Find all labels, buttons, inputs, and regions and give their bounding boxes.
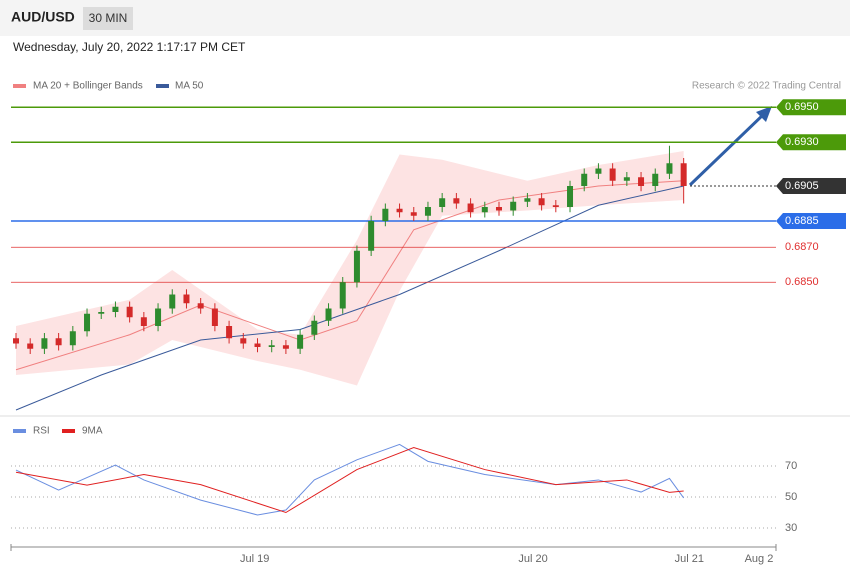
level-label: 0.6930 xyxy=(785,136,819,148)
candle-body xyxy=(595,168,602,174)
level-tag xyxy=(776,178,846,194)
legend-label: MA 20 + Bollinger Bands xyxy=(33,81,143,92)
candle-body xyxy=(126,306,133,318)
candle-body xyxy=(268,345,275,347)
candle-body xyxy=(609,168,616,181)
candle-body xyxy=(140,317,147,326)
x-tick-label: Jul 21 xyxy=(675,553,704,565)
legend-label: RSI xyxy=(33,426,50,437)
candle-body xyxy=(680,163,687,186)
candle-body xyxy=(481,207,488,213)
candle-body xyxy=(183,294,190,304)
rsi-line xyxy=(15,447,684,514)
candle-body xyxy=(382,208,389,221)
candle-body xyxy=(169,294,176,309)
candle-body xyxy=(98,312,105,314)
timestamp: Wednesday, July 20, 2022 1:17:17 PM CET xyxy=(13,40,246,54)
level-label: 0.6950 xyxy=(785,101,819,113)
y-tick-label: 70 xyxy=(785,460,797,472)
candle-body xyxy=(55,338,62,346)
legend-label: MA 50 xyxy=(175,81,204,92)
arrow-head xyxy=(756,106,772,122)
candle-body xyxy=(410,212,417,216)
candle-body xyxy=(197,303,204,309)
legend-swatch xyxy=(62,429,75,433)
candle-body xyxy=(282,345,289,349)
candle-body xyxy=(240,338,247,344)
ma20-line xyxy=(15,180,684,371)
x-tick-label: Jul 20 xyxy=(518,553,547,565)
candle-body xyxy=(254,343,261,347)
rsi-line xyxy=(15,443,685,516)
x-tick-label: Aug 2 xyxy=(745,553,774,565)
candle-body xyxy=(226,326,233,339)
ma50-line xyxy=(15,185,684,411)
candle-body xyxy=(538,198,545,206)
candle-body xyxy=(339,282,346,309)
candle-body xyxy=(623,177,630,181)
y-tick-label: 50 xyxy=(785,491,797,503)
candle-body xyxy=(353,250,360,283)
candle-body xyxy=(112,306,119,312)
y-tick-label: 30 xyxy=(785,522,797,534)
candle-body xyxy=(311,320,318,335)
candle-body xyxy=(510,201,517,211)
timeframe: 30 MIN xyxy=(89,11,128,25)
level-label: 0.6870 xyxy=(785,241,819,253)
level-label: 0.6885 xyxy=(785,215,819,227)
candle-body xyxy=(27,343,34,349)
candle-body xyxy=(467,203,474,213)
candle-body xyxy=(567,186,574,207)
header-bar xyxy=(0,0,850,36)
candle-body xyxy=(396,208,403,213)
candle-body xyxy=(652,173,659,186)
candle-body xyxy=(638,177,645,186)
candle-body xyxy=(581,173,588,186)
candle-body xyxy=(325,308,332,321)
level-tag xyxy=(776,134,846,151)
candle-body xyxy=(368,221,375,251)
legend-swatch xyxy=(13,84,26,88)
credit: Research © 2022 Trading Central xyxy=(692,81,841,92)
level-label: 0.6905 xyxy=(785,180,819,192)
candle-body xyxy=(453,198,460,204)
x-tick-label: Jul 19 xyxy=(240,553,269,565)
legend-label: 9MA xyxy=(82,426,103,437)
candle-body xyxy=(552,205,559,207)
level-tag xyxy=(776,213,846,229)
candle-body xyxy=(424,207,431,216)
candle-body xyxy=(524,198,531,202)
level-label: 0.6850 xyxy=(785,276,819,288)
candle-body xyxy=(69,331,76,346)
bollinger-band xyxy=(16,151,684,386)
candle-body xyxy=(211,308,218,326)
trend-arrow xyxy=(688,112,766,187)
symbol: AUD/USD xyxy=(11,9,75,25)
candle-body xyxy=(84,313,91,332)
candle-body xyxy=(297,334,304,349)
candle-body xyxy=(155,308,162,326)
candle-body xyxy=(13,338,19,344)
level-tag xyxy=(776,99,846,116)
candle-body xyxy=(495,207,502,211)
candle-body xyxy=(439,198,446,207)
timeframe-badge xyxy=(83,7,133,30)
candle-body xyxy=(41,338,48,349)
legend-swatch xyxy=(13,429,26,433)
candle-body xyxy=(666,163,673,174)
legend-swatch xyxy=(156,84,169,88)
